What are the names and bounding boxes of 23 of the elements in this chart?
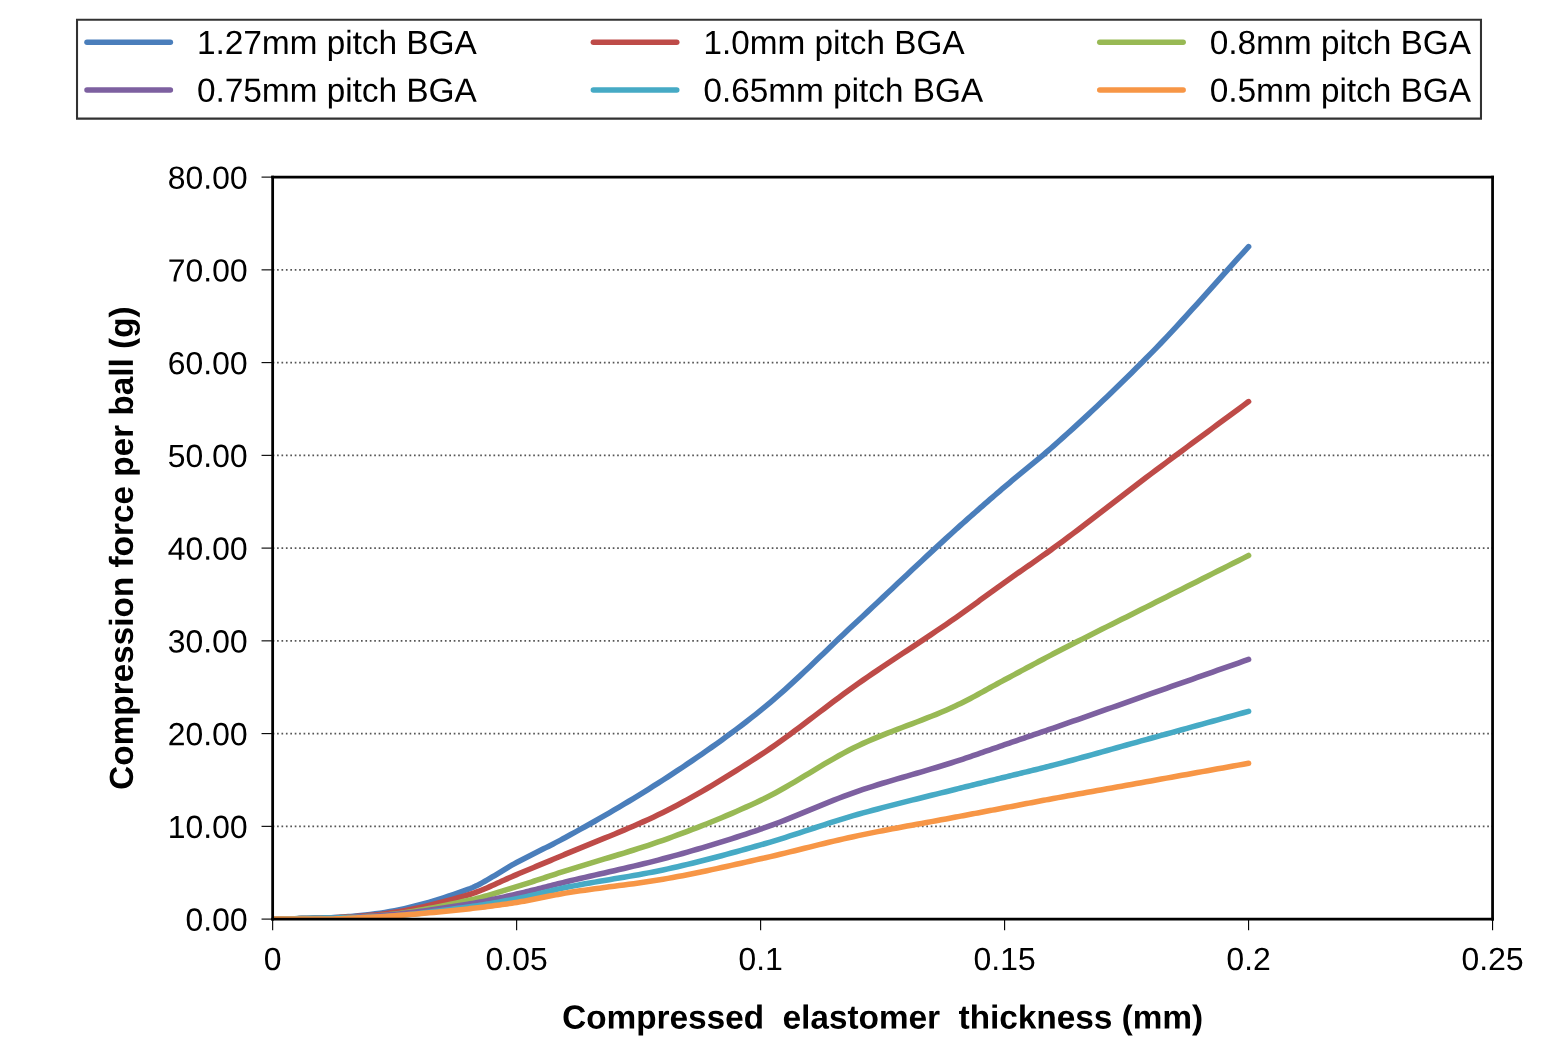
y-tick-label: 40.00 [168, 537, 247, 560]
x-tick-label: 0.15 [974, 947, 1035, 971]
x-tick-label: 0.1 [739, 947, 782, 971]
x-tick-label: 0.05 [486, 947, 547, 971]
x-tick-label: 0.2 [1227, 947, 1270, 971]
legend-label: 1.27mm pitch BGA [199, 29, 477, 61]
x-axis-title: Compressed elastomer thickness (mm) [563, 1004, 1202, 1036]
y-tick-label: 80.00 [169, 166, 247, 189]
x-tick-label: 0 [265, 947, 281, 971]
y-tick-label: 20.00 [169, 722, 247, 746]
legend-label: 0.5mm pitch BGA [1211, 77, 1471, 109]
y-tick-label: 60.00 [169, 351, 247, 375]
y-tick-label: 10.00 [170, 815, 247, 839]
y-tick-label: 30.00 [168, 630, 247, 653]
legend-label: 1.0mm pitch BGA [705, 29, 965, 61]
legend-label: 0.8mm pitch BGA [1211, 29, 1471, 61]
y-tick-label: 0.00 [186, 908, 247, 931]
x-tick-label: 0.25 [1462, 947, 1523, 971]
legend-label: 0.75mm pitch BGA [198, 77, 477, 109]
y-tick-label: 70.00 [169, 259, 247, 282]
y-axis-title: Compression force per ball (g) [108, 308, 140, 789]
y-tick-label: 50.00 [169, 444, 247, 468]
legend-label: 0.65mm pitch BGA [704, 77, 984, 109]
